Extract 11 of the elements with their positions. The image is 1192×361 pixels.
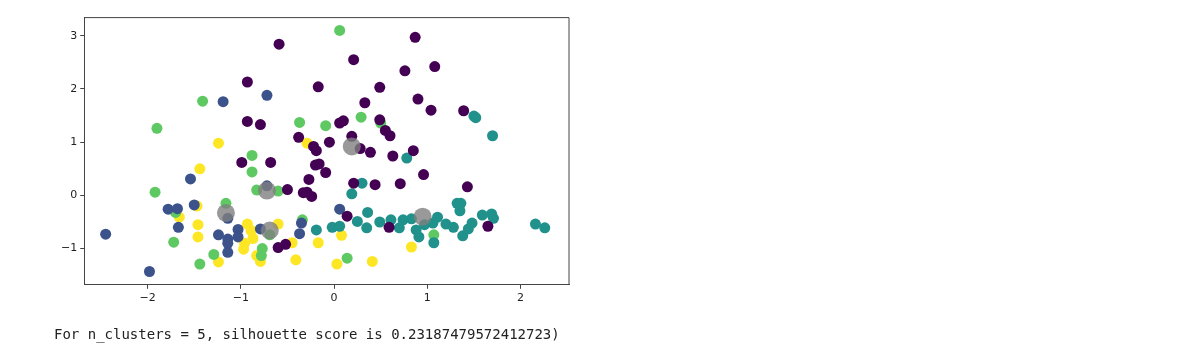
x-tick-label: 2	[517, 291, 525, 305]
x-tick-label: −1	[232, 291, 249, 305]
x-tick-label: −2	[139, 291, 156, 305]
y-tick-label: 0	[70, 188, 78, 202]
x-tick-label: 1	[423, 291, 431, 305]
text: For n_clusters = 5, silhouette score is 0.23187479572412723)	[54, 326, 561, 342]
y-tick-label: 2	[70, 81, 78, 95]
y-tick-label: 1	[70, 135, 78, 149]
x-tick-label: 0	[330, 291, 338, 305]
y-tick-label: 3	[70, 28, 78, 42]
y-tick-label: −1	[61, 241, 78, 255]
